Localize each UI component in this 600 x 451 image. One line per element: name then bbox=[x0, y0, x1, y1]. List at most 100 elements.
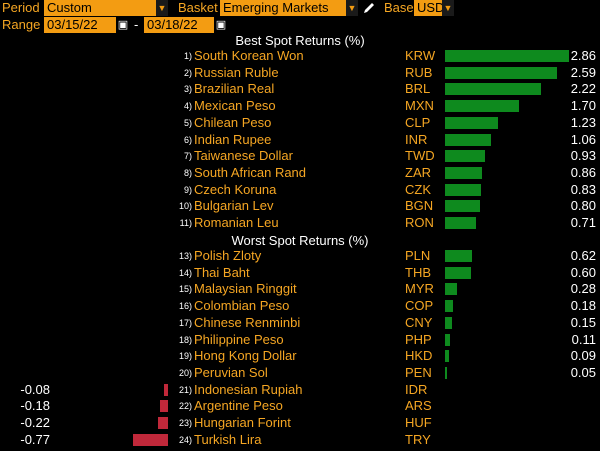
table-row[interactable]: 17) Chinese Renminbi CNY 0.15 bbox=[0, 315, 600, 331]
return-bar bbox=[160, 400, 168, 412]
currency-name[interactable]: Indonesian Rupiah bbox=[194, 382, 303, 397]
table-row[interactable]: 3) Brazilian Real BRL 2.22 bbox=[0, 81, 600, 97]
currency-name[interactable]: Hong Kong Dollar bbox=[194, 348, 297, 363]
table-row[interactable]: 5) Chilean Peso CLP 1.23 bbox=[0, 115, 600, 131]
currency-name[interactable]: South African Rand bbox=[194, 165, 307, 180]
table-row[interactable]: 19) Hong Kong Dollar HKD 0.09 bbox=[0, 348, 600, 364]
rank-number: 16) bbox=[178, 301, 192, 311]
currency-code: IDR bbox=[405, 382, 428, 397]
rank-number: 4) bbox=[183, 101, 192, 111]
rank-number: 10) bbox=[178, 201, 192, 211]
return-bar bbox=[445, 100, 519, 112]
currency-name[interactable]: Brazilian Real bbox=[194, 81, 275, 96]
currency-code: ARS bbox=[405, 398, 432, 413]
base-select[interactable]: USD bbox=[414, 0, 444, 16]
return-value: 2.22 bbox=[570, 81, 596, 96]
table-row[interactable]: 10) Bulgarian Lev BGN 0.80 bbox=[0, 198, 600, 214]
table-row[interactable]: 23) Hungarian Forint HUF -0.22 bbox=[0, 415, 600, 431]
table-row[interactable]: 1) South Korean Won KRW 2.86 bbox=[0, 48, 600, 64]
currency-code: HKD bbox=[405, 348, 433, 363]
return-value: 0.60 bbox=[570, 265, 596, 280]
base-dropdown-icon[interactable]: ▼ bbox=[442, 0, 454, 16]
currency-code: PLN bbox=[405, 248, 431, 263]
rank-number: 15) bbox=[178, 284, 192, 294]
rank-number: 8) bbox=[183, 168, 192, 178]
table-row[interactable]: 4) Mexican Peso MXN 1.70 bbox=[0, 98, 600, 114]
table-row[interactable]: 13) Polish Zloty PLN 0.62 bbox=[0, 248, 600, 264]
table-row[interactable]: 18) Philippine Peso PHP 0.11 bbox=[0, 332, 600, 348]
return-value: -0.18 bbox=[20, 398, 50, 413]
rank-number: 1) bbox=[183, 51, 192, 61]
currency-name[interactable]: Malaysian Ringgit bbox=[194, 281, 297, 296]
basket-label: Basket bbox=[178, 0, 218, 15]
rank-number: 19) bbox=[178, 351, 192, 361]
return-bar bbox=[445, 283, 457, 295]
currency-code: BRL bbox=[405, 81, 431, 96]
currency-code: CNY bbox=[405, 315, 433, 330]
currency-code: KRW bbox=[405, 48, 436, 63]
currency-name[interactable]: Peruvian Sol bbox=[194, 365, 268, 380]
table-row[interactable]: 21) Indonesian Rupiah IDR -0.08 bbox=[0, 382, 600, 398]
currency-name[interactable]: Taiwanese Dollar bbox=[194, 148, 293, 163]
end-calendar-icon[interactable]: ▣ bbox=[215, 19, 227, 31]
table-row[interactable]: 16) Colombian Peso COP 0.18 bbox=[0, 298, 600, 314]
currency-name[interactable]: Philippine Peso bbox=[194, 332, 284, 347]
currency-name[interactable]: Russian Ruble bbox=[194, 65, 279, 80]
return-value: 0.05 bbox=[570, 365, 596, 380]
currency-name[interactable]: Turkish Lira bbox=[194, 432, 262, 447]
currency-code: PHP bbox=[405, 332, 432, 347]
currency-code: INR bbox=[405, 132, 428, 147]
table-row[interactable]: 8) South African Rand ZAR 0.86 bbox=[0, 165, 600, 181]
return-bar bbox=[445, 150, 485, 162]
period-dropdown-icon[interactable]: ▼ bbox=[156, 0, 168, 16]
currency-name[interactable]: Colombian Peso bbox=[194, 298, 290, 313]
rank-number: 9) bbox=[183, 185, 192, 195]
currency-name[interactable]: Indian Rupee bbox=[194, 132, 272, 147]
currency-name[interactable]: Romanian Leu bbox=[194, 215, 279, 230]
start-date-input[interactable]: 03/15/22 bbox=[44, 17, 116, 33]
period-select[interactable]: Custom bbox=[44, 0, 156, 16]
rank-number: 2) bbox=[183, 68, 192, 78]
return-value: 0.11 bbox=[571, 332, 596, 347]
table-row[interactable]: 2) Russian Ruble RUB 2.59 bbox=[0, 65, 600, 81]
end-date-input[interactable]: 03/18/22 bbox=[144, 17, 214, 33]
table-row[interactable]: 6) Indian Rupee INR 1.06 bbox=[0, 132, 600, 148]
currency-name[interactable]: Chinese Renminbi bbox=[194, 315, 301, 330]
currency-name[interactable]: South Korean Won bbox=[194, 48, 304, 63]
currency-name[interactable]: Hungarian Forint bbox=[194, 415, 291, 430]
table-row[interactable]: 24) Turkish Lira TRY -0.77 bbox=[0, 432, 600, 448]
basket-dropdown-icon[interactable]: ▼ bbox=[346, 0, 358, 16]
currency-code: ZAR bbox=[405, 165, 431, 180]
table-row[interactable]: 7) Taiwanese Dollar TWD 0.93 bbox=[0, 148, 600, 164]
table-row[interactable]: 14) Thai Baht THB 0.60 bbox=[0, 265, 600, 281]
currency-code: BGN bbox=[405, 198, 434, 213]
currency-name[interactable]: Argentine Peso bbox=[194, 398, 283, 413]
return-value: 0.71 bbox=[570, 215, 596, 230]
rank-number: 21) bbox=[178, 385, 192, 395]
currency-name[interactable]: Chilean Peso bbox=[194, 115, 272, 130]
table-row[interactable]: 22) Argentine Peso ARS -0.18 bbox=[0, 398, 600, 414]
table-row[interactable]: 11) Romanian Leu RON 0.71 bbox=[0, 215, 600, 231]
basket-select[interactable]: Emerging Markets bbox=[220, 0, 346, 16]
return-bar bbox=[445, 217, 476, 229]
return-value: -0.08 bbox=[20, 382, 50, 397]
table-row[interactable]: 20) Peruvian Sol PEN 0.05 bbox=[0, 365, 600, 381]
range-label: Range bbox=[2, 17, 41, 32]
return-value: 1.06 bbox=[570, 132, 596, 147]
return-value: 0.62 bbox=[570, 248, 596, 263]
return-bar bbox=[445, 67, 557, 79]
currency-code: CZK bbox=[405, 182, 431, 197]
currency-code: RUB bbox=[405, 65, 433, 80]
currency-name[interactable]: Polish Zloty bbox=[194, 248, 262, 263]
return-bar bbox=[445, 334, 450, 346]
currency-name[interactable]: Bulgarian Lev bbox=[194, 198, 274, 213]
rank-number: 23) bbox=[178, 418, 192, 428]
currency-name[interactable]: Czech Koruna bbox=[194, 182, 277, 197]
start-calendar-icon[interactable]: ▣ bbox=[117, 19, 129, 31]
currency-name[interactable]: Mexican Peso bbox=[194, 98, 276, 113]
table-row[interactable]: 9) Czech Koruna CZK 0.83 bbox=[0, 182, 600, 198]
edit-pencil-icon[interactable] bbox=[362, 1, 376, 15]
currency-code: COP bbox=[405, 298, 434, 313]
currency-name[interactable]: Thai Baht bbox=[194, 265, 250, 280]
table-row[interactable]: 15) Malaysian Ringgit MYR 0.28 bbox=[0, 281, 600, 297]
